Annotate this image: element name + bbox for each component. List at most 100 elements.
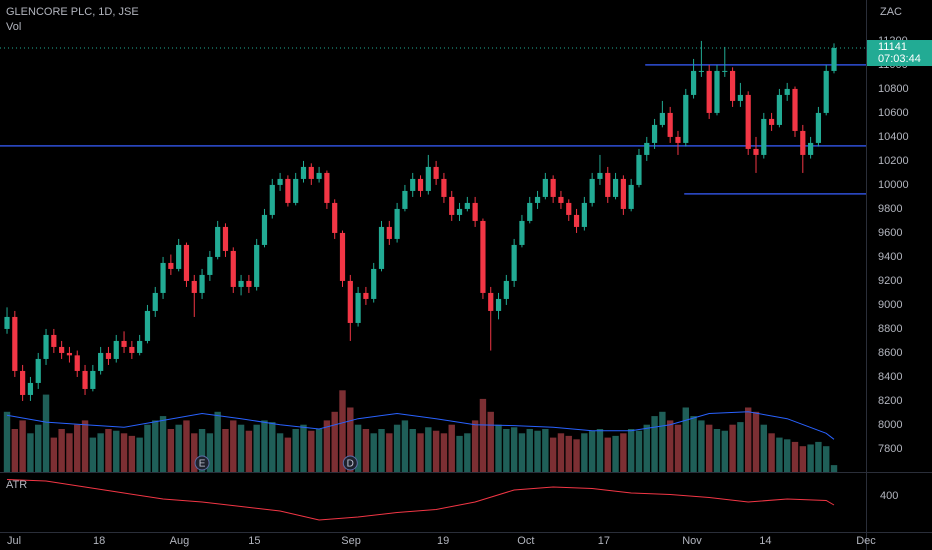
volume-bar	[690, 416, 697, 472]
y-tick-label: 9200	[878, 275, 902, 287]
volume-bar	[3, 411, 11, 472]
y-tick-label: 8800	[878, 323, 902, 335]
volume-bar	[417, 433, 424, 472]
candle-body	[129, 346, 135, 353]
volume-bar	[81, 420, 89, 472]
candle-body	[589, 178, 595, 203]
last-price-box	[867, 40, 932, 67]
volume-bar	[542, 429, 549, 472]
candle-body	[332, 202, 338, 233]
candle-body	[176, 244, 182, 269]
countdown-label: 07:03:44	[878, 53, 921, 65]
candle-body	[105, 352, 112, 359]
volume-bar	[323, 420, 331, 472]
candle-body	[464, 202, 470, 209]
volume-bar	[456, 435, 463, 472]
volume-bar	[510, 427, 518, 472]
volume-bar	[230, 420, 237, 472]
candle-body	[35, 358, 41, 383]
candle-body	[605, 172, 611, 197]
candle-body	[285, 178, 291, 203]
y-tick-label: 8600	[878, 347, 902, 359]
volume-bar	[760, 424, 767, 472]
volume-bar	[362, 429, 370, 472]
volume-bar	[113, 430, 120, 472]
y-tick-label: 10000	[878, 179, 909, 191]
candle-body	[207, 256, 213, 275]
volume-bar	[588, 430, 596, 472]
y-tick-label: 8000	[878, 419, 902, 431]
volume-bar	[284, 437, 292, 472]
candle-body	[410, 178, 416, 191]
candle-body	[308, 166, 314, 179]
volume-bar	[425, 427, 432, 472]
candle-body	[12, 316, 18, 371]
event-label: D	[347, 459, 354, 470]
volume-bar	[752, 411, 760, 472]
x-tick-label: Jul	[7, 535, 21, 547]
candle-body	[347, 280, 353, 323]
x-tick-label: Dec	[856, 535, 876, 547]
x-tick-label: 15	[248, 535, 260, 547]
volume-bar	[612, 435, 619, 472]
last-price-label: 11141	[878, 41, 907, 53]
y-tick-label: 10400	[878, 131, 909, 143]
candle-body	[456, 208, 463, 215]
volume-bar	[393, 424, 401, 472]
volume-bar	[167, 429, 175, 472]
volume-bar	[705, 424, 713, 472]
candle-body	[519, 220, 525, 245]
atr-line	[6, 479, 835, 521]
candle-body	[324, 172, 330, 203]
candle-body	[121, 340, 127, 347]
x-tick-label: 17	[598, 535, 610, 547]
candle-body	[417, 178, 424, 191]
volume-bar	[815, 441, 822, 472]
volume-bar	[198, 429, 206, 472]
candle-body	[191, 280, 197, 293]
volume-bar	[620, 433, 627, 472]
volume-bar	[776, 437, 783, 472]
volume-bar	[830, 465, 838, 472]
candle-body	[800, 130, 806, 155]
volume-bar	[269, 422, 276, 472]
candle-body	[644, 142, 650, 155]
volume-bar	[89, 437, 97, 472]
volume-bar	[19, 420, 26, 472]
volume-bar	[744, 407, 752, 472]
chart-title: GLENCORE PLC, 1D, JSE	[6, 6, 139, 18]
candle-body	[113, 340, 119, 359]
volume-bar	[58, 429, 65, 472]
event-label: E	[199, 459, 206, 470]
y-tick-label: 8400	[878, 371, 902, 383]
volume-bar	[276, 433, 284, 472]
volume-bar	[308, 430, 315, 472]
x-tick-label: 18	[93, 535, 105, 547]
candle-body	[675, 136, 681, 143]
y-tick-label: 10800	[878, 83, 909, 95]
x-tick-label: Oct	[517, 535, 534, 547]
candle-body	[527, 202, 533, 221]
volume-bar	[11, 429, 19, 472]
candle-body	[761, 118, 767, 155]
volume-bar	[206, 433, 214, 472]
volume-bar	[120, 433, 128, 472]
candle-body	[261, 214, 268, 245]
volume-bar	[378, 429, 385, 472]
volume-bar	[479, 398, 487, 472]
candle-body	[230, 250, 236, 287]
volume-bar	[159, 416, 167, 472]
volume-bar	[627, 429, 635, 472]
candle-body	[355, 292, 361, 323]
volume-bar	[807, 444, 814, 472]
candle-body	[558, 196, 564, 203]
candle-body	[659, 112, 665, 125]
candle-body	[137, 340, 143, 353]
y-tick-label: 10600	[878, 107, 909, 119]
volume-bar	[573, 439, 580, 472]
candle-body	[402, 190, 408, 209]
x-tick-label: Nov	[682, 535, 702, 547]
volume-bar	[105, 429, 112, 472]
